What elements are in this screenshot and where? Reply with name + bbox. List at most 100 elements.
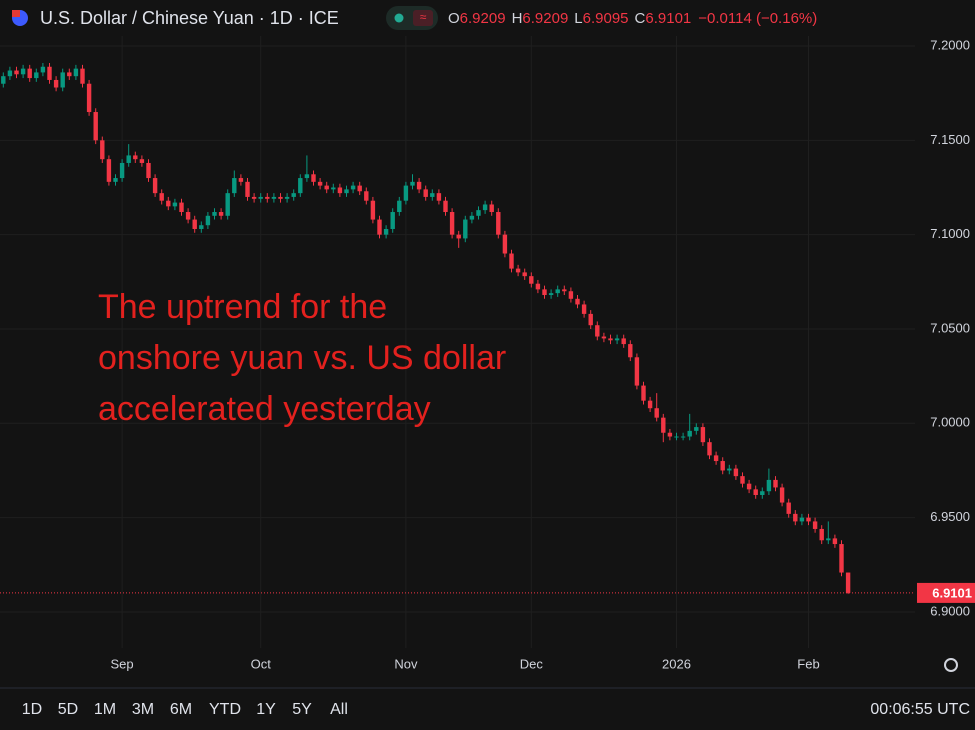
candle-body xyxy=(159,193,164,201)
candle-body xyxy=(529,276,534,284)
candle-body xyxy=(548,293,554,296)
x-tick-label: Feb xyxy=(797,656,819,671)
candle-body xyxy=(350,185,356,190)
candle-body xyxy=(476,210,481,216)
candle-body xyxy=(753,489,758,495)
price-tag xyxy=(917,582,975,603)
candle-body xyxy=(647,400,653,409)
y-tick-label: 7.1000 xyxy=(930,226,970,241)
change: −0.0114 (−0.16%) xyxy=(698,10,817,27)
candle-body xyxy=(1,76,6,84)
candle-body xyxy=(119,162,125,179)
candle-body xyxy=(258,196,263,199)
candle-body xyxy=(793,513,798,522)
candle-body xyxy=(469,215,475,220)
annotation: onshore yuan vs. US dollar xyxy=(98,339,506,377)
candle-body xyxy=(845,572,851,593)
candle-body xyxy=(740,476,745,484)
candle-body xyxy=(100,140,105,160)
candle-body xyxy=(146,162,151,179)
candle-body xyxy=(265,196,270,199)
candle-body xyxy=(826,538,831,541)
x-tick-label: Dec xyxy=(520,656,544,671)
candle-body xyxy=(126,155,131,163)
candle-body xyxy=(377,219,382,235)
candle-body xyxy=(232,178,237,194)
candle-body xyxy=(311,174,316,182)
candle-body xyxy=(555,289,560,294)
candle-body xyxy=(509,253,514,269)
candle-body xyxy=(608,338,613,341)
candle-body xyxy=(364,191,369,201)
candle-body xyxy=(60,72,65,88)
y-tick-label: 7.1500 xyxy=(930,132,970,147)
y-tick-label: 7.0000 xyxy=(930,415,970,430)
candle-body xyxy=(284,196,290,199)
candle-body xyxy=(779,487,785,503)
range-button[interactable]: 5Y xyxy=(292,701,312,718)
candle-body xyxy=(152,178,158,194)
status-dot xyxy=(394,13,404,23)
candle-body xyxy=(562,289,567,292)
range-button[interactable]: All xyxy=(330,701,348,718)
candle-body xyxy=(654,408,659,418)
candle-body xyxy=(819,528,824,541)
range-button[interactable]: 6M xyxy=(170,701,192,718)
candle-body xyxy=(661,417,666,433)
x-tick-label: Sep xyxy=(111,656,134,671)
candle-body xyxy=(707,442,712,456)
candle-body xyxy=(304,174,310,179)
candle-body xyxy=(199,225,204,229)
candle-body xyxy=(535,283,541,290)
candle-body xyxy=(436,193,442,201)
candle-body xyxy=(766,479,772,492)
candle-body xyxy=(53,79,59,88)
range-button[interactable]: 5D xyxy=(58,701,78,718)
candle-body xyxy=(568,291,574,299)
range-button[interactable]: 3M xyxy=(132,701,154,718)
candle-body xyxy=(489,204,494,213)
y-tick-label: 7.0500 xyxy=(930,320,970,335)
range-button[interactable]: YTD xyxy=(209,701,241,718)
candle-body xyxy=(172,202,178,207)
status-icon xyxy=(413,10,433,26)
candle-body xyxy=(773,479,778,488)
candle-body xyxy=(502,234,508,254)
candle-body xyxy=(601,336,607,339)
candle-body xyxy=(542,289,547,296)
candle-body xyxy=(80,68,85,84)
range-button[interactable]: 1M xyxy=(94,701,116,718)
x-tick-label: Oct xyxy=(251,656,272,671)
candle-body xyxy=(86,83,92,113)
range-button[interactable]: 1D xyxy=(22,701,42,718)
candles xyxy=(1,62,851,595)
candle-body xyxy=(727,468,732,471)
candle-body xyxy=(291,193,296,197)
candle-body xyxy=(324,185,329,190)
ohlc-label: C xyxy=(635,10,646,27)
candle-body xyxy=(588,313,593,326)
candle-body xyxy=(720,461,725,471)
candle-body xyxy=(403,185,409,201)
settings-icon[interactable] xyxy=(944,658,958,672)
candle-body xyxy=(14,70,19,75)
candle-body xyxy=(522,272,527,277)
ohlc-label: H xyxy=(512,10,523,27)
flag-icon-part xyxy=(12,10,20,17)
candle-body xyxy=(456,234,461,239)
candle-body xyxy=(245,181,250,197)
candle-body xyxy=(225,193,230,216)
y-tick-label: 7.2000 xyxy=(930,37,970,52)
candle-body xyxy=(806,517,811,522)
candle-body xyxy=(192,219,197,229)
candle-body xyxy=(357,185,362,192)
y-tick-label: 6.9500 xyxy=(930,509,970,524)
ohlc-readout: O6.9209 H6.9209 L6.9095 C6.9101 −0.0114 (−0.… xyxy=(448,10,817,27)
candle-body xyxy=(667,432,673,437)
candle-body xyxy=(331,187,336,190)
range-button[interactable]: 1Y xyxy=(256,701,276,718)
candle-body xyxy=(67,72,72,77)
candle-body xyxy=(581,304,587,314)
candle-body xyxy=(839,544,844,573)
